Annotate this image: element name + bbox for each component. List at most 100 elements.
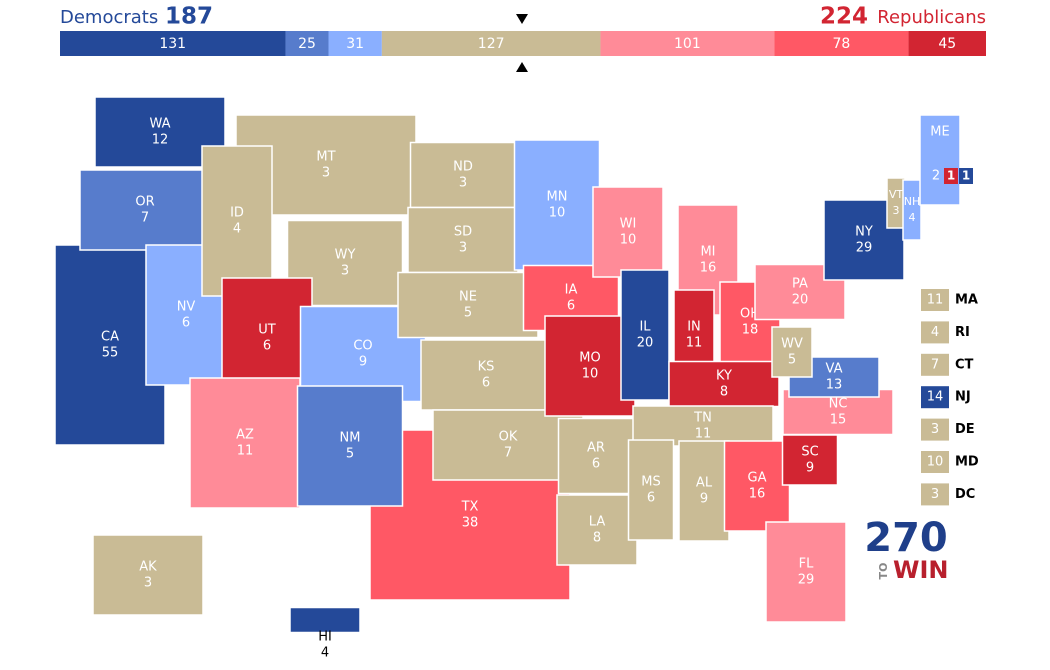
state — [765, 521, 847, 623]
bar-label: 78 — [833, 36, 851, 52]
bar-segment — [600, 31, 775, 56]
state-label: IL — [639, 320, 651, 335]
state-ev: 6 — [263, 339, 271, 354]
midpoint-marker — [516, 62, 528, 72]
logo: 270 TO WIN — [864, 515, 948, 584]
state — [201, 145, 273, 297]
state — [92, 534, 204, 616]
state-ev: 6 — [182, 316, 190, 331]
state-label: UT — [258, 323, 276, 338]
state-label: NM — [340, 431, 361, 446]
small-state-ev: 3 — [931, 487, 939, 502]
state-ev: 4 — [909, 211, 916, 224]
state-ev: 5 — [464, 306, 472, 321]
state — [627, 439, 675, 541]
state-label: AL — [696, 476, 713, 491]
state-label: AK — [139, 560, 157, 575]
small-state-box — [921, 353, 949, 376]
state-ev: 20 — [637, 336, 654, 351]
state-label: MT — [316, 150, 335, 165]
state-ev: 6 — [592, 457, 600, 472]
state-ev: 10 — [620, 233, 637, 248]
small-states: 11 MA 4 RI 7 CT 14 NJ 3 DE 10 MD 3 DC — [921, 289, 979, 506]
state-label: ME — [930, 125, 949, 140]
state — [189, 377, 301, 509]
state-ev: 10 — [549, 206, 566, 221]
state-ev: 9 — [806, 461, 814, 476]
state-label: VA — [826, 362, 843, 377]
state-ev: 3 — [459, 241, 467, 256]
state — [668, 360, 780, 408]
state-label: MN — [547, 190, 568, 205]
bar-segment — [908, 31, 986, 56]
state-label: NY — [855, 225, 873, 240]
state-label: AZ — [236, 428, 254, 443]
state-ev: 7 — [141, 211, 149, 226]
bar-label: 131 — [159, 36, 186, 52]
state-ev: 3 — [893, 204, 900, 217]
state-ev: 7 — [504, 446, 512, 461]
state-label: MI — [700, 245, 715, 260]
state-ev: 4 — [321, 646, 329, 661]
small-state-box — [921, 321, 949, 344]
dem-total: 187 — [165, 4, 213, 30]
state-ev: 29 — [798, 573, 815, 588]
logo-to: TO — [877, 563, 890, 580]
state-ev: 6 — [482, 376, 490, 391]
state — [592, 186, 664, 278]
bar-label: 45 — [938, 36, 956, 52]
state — [620, 269, 670, 401]
state-ev: 5 — [346, 447, 354, 462]
logo-number: 270 — [864, 515, 948, 561]
state-ev: 12 — [152, 133, 169, 148]
state-label: ND — [453, 160, 473, 175]
district — [959, 168, 973, 184]
small-state-label: NJ — [955, 390, 971, 405]
small-state-ev: 3 — [931, 422, 939, 437]
rep-total: 224 — [820, 4, 868, 30]
state-label: CO — [353, 339, 372, 354]
state-ev: 6 — [647, 491, 655, 506]
state-ev: 3 — [144, 576, 152, 591]
small-state-box — [921, 483, 949, 506]
state-label: NH — [904, 195, 921, 208]
state-label: KS — [478, 360, 495, 375]
state — [420, 339, 552, 411]
small-state-box — [921, 451, 949, 473]
logo-win: WIN — [893, 556, 949, 584]
bar-segment — [60, 31, 286, 56]
state-label: OK — [499, 430, 518, 445]
state-ev: 38 — [462, 516, 479, 531]
bar-label: 25 — [298, 36, 316, 52]
small-state-label: MA — [955, 293, 978, 308]
dem-label: Democrats — [60, 7, 158, 28]
state-label: NV — [177, 300, 196, 315]
state-ev: 16 — [749, 487, 766, 502]
state — [289, 606, 361, 634]
state — [771, 326, 813, 378]
state — [754, 263, 846, 321]
state-ev: 3 — [322, 166, 330, 181]
state-label: PA — [792, 277, 808, 292]
district-ev: 1 — [962, 169, 970, 183]
bar-label: 31 — [346, 36, 364, 52]
state-label: VT — [889, 188, 904, 201]
state-label: TX — [461, 500, 479, 515]
state-label: WI — [620, 217, 637, 232]
state-label: KY — [716, 369, 732, 384]
small-state-label: CT — [955, 357, 974, 372]
small-state-box — [921, 418, 949, 441]
state-ev: 16 — [700, 261, 717, 276]
state-label: CA — [101, 330, 119, 345]
state-label: TN — [693, 411, 712, 426]
state-label: HI — [318, 630, 332, 645]
state-ev: 11 — [237, 444, 254, 459]
small-state-ev: 4 — [931, 325, 939, 340]
state-ev: 18 — [742, 323, 759, 338]
bar-segment — [774, 31, 909, 56]
state-ev: 13 — [826, 378, 843, 393]
state-label: NE — [459, 290, 477, 305]
state-label: SD — [454, 225, 472, 240]
state-ev: 10 — [582, 367, 599, 382]
